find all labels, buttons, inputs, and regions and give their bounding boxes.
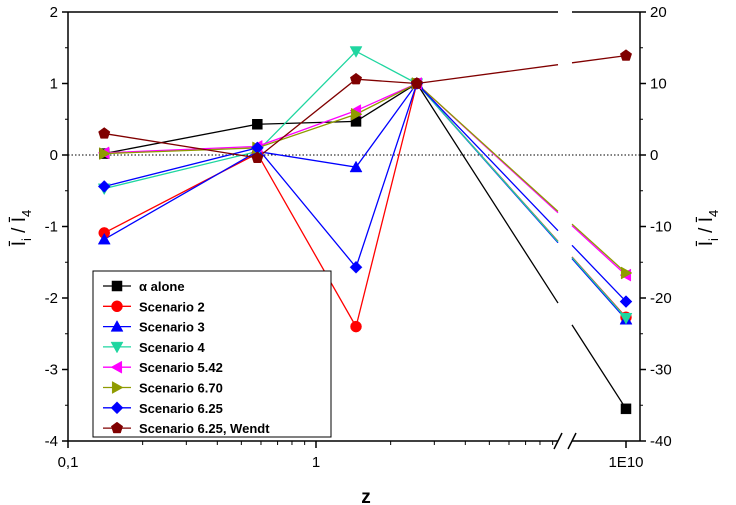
series-7-point — [619, 49, 633, 61]
series-6-point — [97, 180, 111, 193]
y-axis-title-text: Īi / Ī4 — [9, 210, 34, 247]
legend-label: Scenario 4 — [139, 340, 206, 355]
y-right-tick-label: -30 — [650, 362, 672, 379]
series-6-point — [619, 295, 633, 308]
y-right-tick-label: 0 — [650, 147, 658, 164]
y-left-tick-label: -1 — [45, 219, 58, 236]
y-right-tick-label: 10 — [650, 76, 667, 93]
y-left-tick-label: -3 — [45, 362, 58, 379]
y-right-tick-label: -20 — [650, 290, 672, 307]
legend-swatch-marker — [110, 341, 124, 354]
y-left-tick-label: 0 — [50, 147, 58, 164]
legend-item: Scenario 6.25 — [103, 401, 223, 416]
series-5-point — [99, 147, 111, 160]
series-4-line — [104, 82, 627, 276]
legend-swatch-marker — [110, 401, 124, 415]
legend: α alone Scenario 2 Scenario 3 Scenario 4 Sce… — [92, 270, 332, 438]
series-3-point — [619, 312, 633, 325]
axis-break-mark-left — [553, 432, 563, 450]
legend-swatch-marker — [110, 421, 124, 434]
y-left-tick-label: 1 — [50, 76, 58, 93]
legend-label: Scenario 2 — [139, 299, 205, 314]
series-6-point — [349, 260, 363, 274]
legend-item: Scenario 4 — [103, 340, 206, 355]
legend-label: α alone — [139, 279, 185, 294]
legend-label: Scenario 5.42 — [139, 360, 223, 375]
legend-swatch-marker — [111, 381, 124, 394]
x-tick-label: 1E10 — [608, 454, 643, 471]
legend-item: Scenario 3 — [103, 320, 205, 335]
y-axis-title-text: Īi / Ī4 — [696, 210, 721, 247]
series-0-point — [620, 403, 632, 415]
legend-swatch-marker — [111, 280, 123, 292]
legend-item: Scenario 2 — [103, 299, 205, 314]
y-right-tick-label: -10 — [650, 219, 672, 236]
series-3-point — [349, 46, 363, 58]
y-axis-title-left: Īi / Ī4 — [9, 210, 34, 247]
legend-label: Scenario 6.25 — [139, 401, 223, 416]
legend-label: Scenario 6.70 — [139, 381, 223, 396]
series-7-point — [98, 127, 111, 139]
legend-box — [92, 270, 332, 438]
series-5-point — [620, 266, 633, 280]
y-left-tick-label: -2 — [45, 290, 58, 307]
series-7-point — [410, 77, 423, 89]
series-7-point — [350, 72, 363, 85]
series-7-point — [251, 151, 264, 163]
series-5-line — [104, 82, 627, 274]
legend-swatch-marker — [111, 300, 123, 313]
y-right-tick-label: 20 — [650, 4, 667, 21]
legend-item: Scenario 5.42 — [103, 360, 223, 375]
x-tick-label: 1 — [312, 454, 320, 471]
series-5-point — [350, 107, 363, 121]
y-axis-title-right: Īi / Ī4 — [696, 210, 721, 247]
series-0-point — [252, 119, 263, 130]
y-right-tick-label: -40 — [650, 433, 672, 450]
legend-swatch-marker — [110, 320, 124, 332]
legend-label: Scenario 3 — [139, 320, 205, 335]
series-2-point — [349, 160, 363, 173]
y-left-tick-label: -4 — [45, 433, 58, 450]
series-markers — [97, 46, 633, 415]
legend-item: α alone — [103, 279, 185, 294]
legend-swatch-marker — [110, 360, 123, 374]
legend-label: Scenario 6.25, Wendt — [139, 421, 270, 436]
series-1-point — [350, 320, 362, 333]
y-left-tick-label: 2 — [50, 4, 58, 21]
series-2-point — [97, 232, 111, 245]
legend-item: Scenario 6.70 — [103, 381, 223, 396]
x-axis-title: z — [361, 487, 371, 505]
legend-item: Scenario 6.25, Wendt — [103, 421, 270, 436]
x-tick-label: 0,1 — [58, 454, 79, 471]
axis-break-mark-right — [567, 432, 577, 450]
